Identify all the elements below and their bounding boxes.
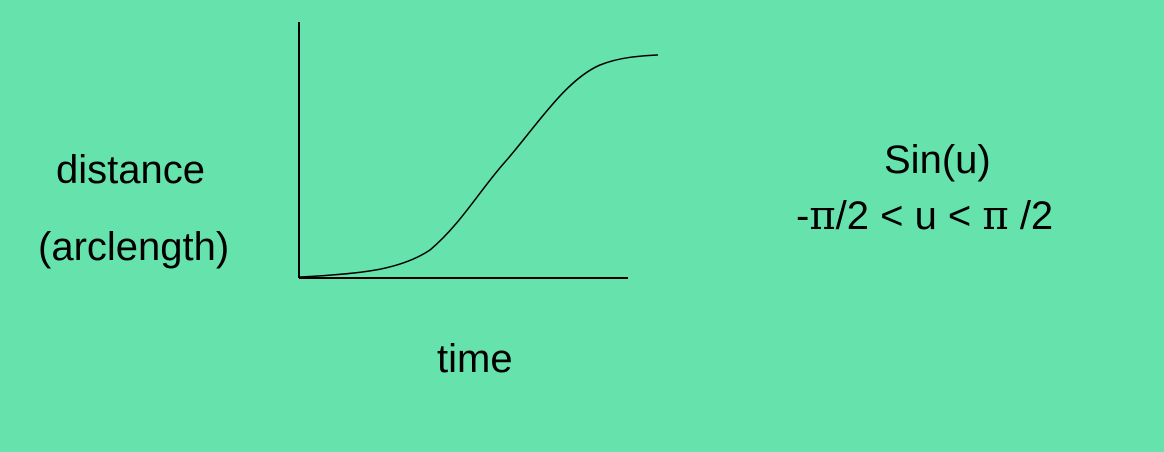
domain-middle: /2 < u <: [835, 194, 983, 238]
y-axis-label-distance: distance: [56, 148, 205, 192]
y-axis-label-arclength: (arclength): [38, 225, 230, 269]
domain-inequality: -π/2 < u < π /2: [796, 196, 1053, 236]
x-axis-label-time: time: [437, 337, 513, 381]
ease-in-out-curve: [299, 54, 659, 278]
domain-suffix: /2: [1008, 194, 1054, 238]
curve-function-label: Sin(u): [884, 138, 991, 182]
pi-symbol: π: [982, 193, 1009, 239]
domain-prefix: -: [796, 194, 810, 238]
pi-symbol: π: [809, 193, 836, 239]
